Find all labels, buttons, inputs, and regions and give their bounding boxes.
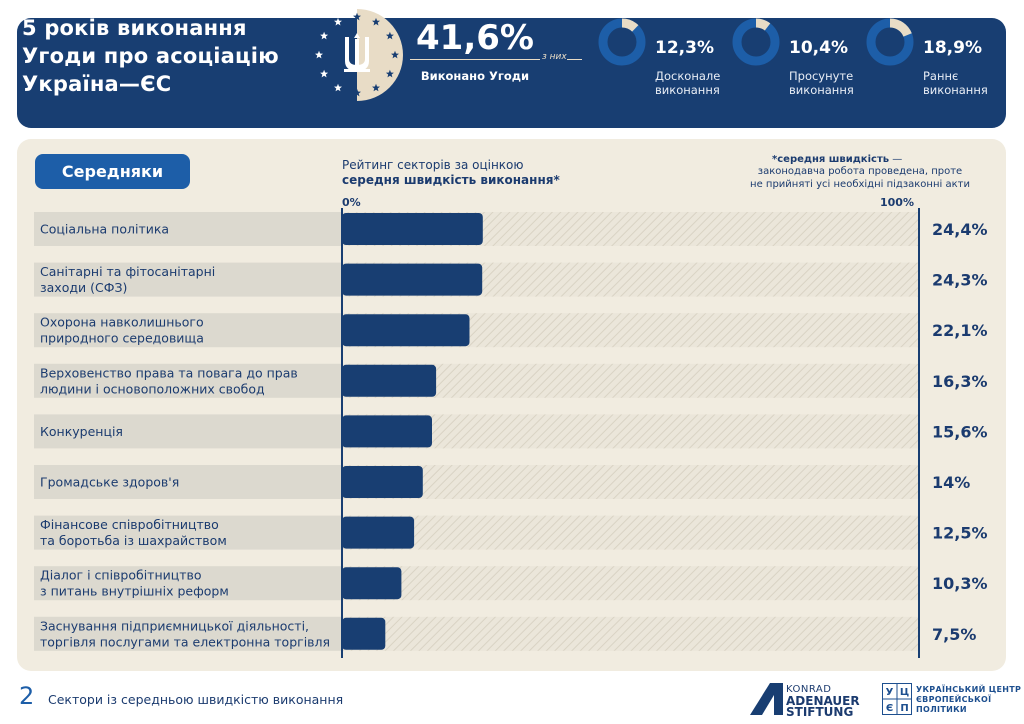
advanced-label: Просунуте виконання — [789, 69, 854, 97]
star-icon — [353, 88, 361, 97]
star-icon — [315, 50, 323, 59]
star-icon — [334, 17, 342, 26]
chart-title-line1: Рейтинг секторів за оцінкою — [342, 158, 524, 172]
axis-min-label: 0% — [342, 196, 361, 209]
donut-chart-advanced — [732, 18, 780, 66]
donut-segment — [889, 18, 912, 37]
donut-segment — [621, 18, 639, 32]
donut-track — [598, 18, 646, 66]
group-badge: Середняки — [35, 154, 190, 189]
title-line: Угоди про асоціацію — [22, 44, 279, 68]
eu-stars — [315, 12, 399, 97]
cream-half-disc — [357, 9, 403, 101]
early-percent: 18,9% — [923, 38, 982, 58]
footnote-term-bold: *середня швидкість — [772, 154, 890, 165]
star-icon — [385, 31, 394, 40]
early-label: Раннє виконання — [923, 69, 988, 97]
page-caption: Сектори із середньою швидкістю виконання — [48, 692, 344, 707]
kas-logo-text: ADENAUER — [786, 694, 860, 708]
star-icon — [372, 83, 380, 92]
trident-icon — [344, 33, 370, 72]
footnote-desc: законодавча робота проведена, проте — [757, 166, 963, 177]
ucep-mark-letter: Ц — [900, 687, 909, 698]
label-line: Досконале — [655, 69, 721, 83]
star-icon — [385, 69, 394, 78]
star-icon — [353, 12, 361, 21]
title-line: 5 років виконання — [22, 16, 247, 40]
ucep-mark-letter: П — [900, 703, 908, 714]
footnote-dash: — — [889, 154, 903, 165]
donut-chart-perfect — [598, 18, 646, 66]
perfect-percent: 12,3% — [655, 38, 714, 58]
completion-label: Виконано Угоди — [420, 69, 530, 83]
donut-segment — [755, 18, 771, 31]
ucep-mark-letter: У — [886, 687, 894, 698]
star-icon — [334, 83, 342, 92]
ucep-mark-letter: Є — [886, 703, 893, 714]
star-icon — [320, 31, 329, 40]
label-line: виконання — [789, 83, 854, 97]
ucep-logo-text: ПОЛІТИКИ — [916, 705, 967, 714]
footnote-desc: не прийняті усі необхідні підзаконні акт… — [750, 179, 970, 190]
kas-logo-text: STIFTUNG — [786, 705, 854, 719]
perfect-label: Досконале виконання — [655, 69, 720, 97]
ucep-logo-text: ЄВРОПЕЙСЬКОЇ — [916, 695, 992, 704]
kas-logo-text: KONRAD — [786, 684, 832, 695]
ucep-logo-text: УКРАЇНСЬКИЙ ЦЕНТР — [916, 685, 1022, 694]
header-banner — [17, 18, 1006, 128]
ucep-logo-icon: У Ц Є П — [882, 683, 912, 715]
kas-logo-icon — [750, 683, 783, 715]
title-line: Україна—ЄС — [22, 72, 172, 96]
divider-line — [567, 59, 582, 60]
label-line: виконання — [655, 83, 720, 97]
chart-panel — [17, 139, 1006, 671]
star-icon — [391, 50, 399, 59]
label-line: Просунуте — [789, 69, 854, 83]
of-them-label: з них — [542, 52, 567, 62]
completion-percent: 41,6% — [416, 18, 534, 58]
label-line: Раннє — [923, 69, 959, 83]
label-line: виконання — [923, 83, 988, 97]
eu-ukraine-emblem — [315, 9, 403, 101]
chart-title-line2: середня швидкість виконання* — [342, 173, 560, 187]
star-icon — [372, 17, 380, 26]
divider-line — [410, 59, 540, 60]
footnote-term: *середня швидкість — — [772, 154, 902, 165]
page-number: 2 — [19, 682, 35, 710]
axis-max-label: 100% — [880, 196, 914, 209]
advanced-percent: 10,4% — [789, 38, 848, 58]
donut-track — [732, 18, 780, 66]
report-title: 5 років виконання Угоди про асоціацію Ук… — [22, 14, 312, 98]
star-icon — [320, 69, 329, 78]
donut-chart-early — [866, 18, 914, 66]
